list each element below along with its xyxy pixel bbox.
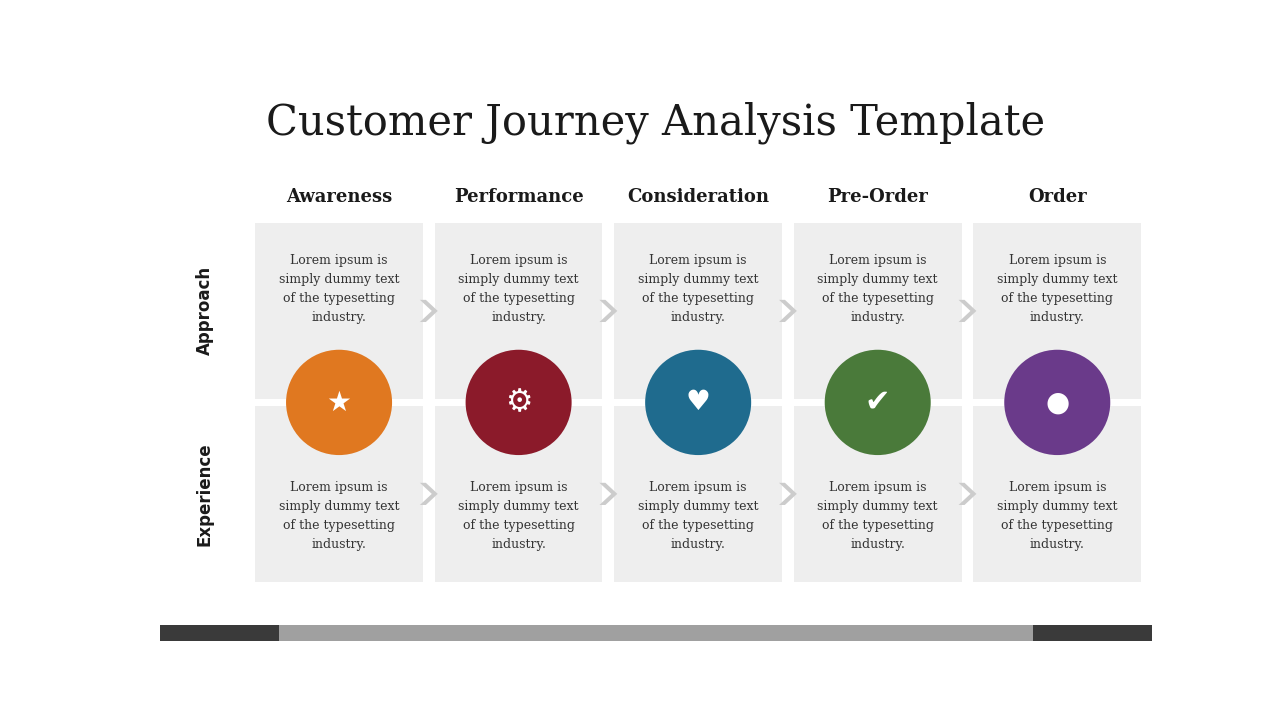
Polygon shape	[420, 483, 438, 505]
FancyBboxPatch shape	[435, 222, 603, 399]
FancyBboxPatch shape	[255, 406, 422, 582]
Polygon shape	[780, 483, 797, 505]
Text: Experience: Experience	[196, 442, 214, 546]
Ellipse shape	[466, 350, 572, 455]
Text: Order: Order	[1028, 188, 1087, 206]
Text: ★: ★	[326, 388, 352, 416]
Text: Customer Journey Analysis Template: Customer Journey Analysis Template	[266, 102, 1046, 144]
Text: Lorem ipsum is
simply dummy text
of the typesetting
industry.: Lorem ipsum is simply dummy text of the …	[997, 254, 1117, 324]
Text: Lorem ipsum is
simply dummy text
of the typesetting
industry.: Lorem ipsum is simply dummy text of the …	[279, 481, 399, 551]
FancyBboxPatch shape	[614, 222, 782, 399]
Text: Performance: Performance	[453, 188, 584, 206]
Polygon shape	[959, 483, 977, 505]
Text: Lorem ipsum is
simply dummy text
of the typesetting
industry.: Lorem ipsum is simply dummy text of the …	[818, 481, 938, 551]
FancyBboxPatch shape	[255, 222, 422, 399]
Bar	[1033, 625, 1152, 641]
FancyBboxPatch shape	[794, 222, 961, 399]
Ellipse shape	[285, 350, 392, 455]
Text: ✔: ✔	[865, 388, 891, 417]
Text: Lorem ipsum is
simply dummy text
of the typesetting
industry.: Lorem ipsum is simply dummy text of the …	[997, 481, 1117, 551]
Bar	[160, 625, 279, 641]
Text: Lorem ipsum is
simply dummy text
of the typesetting
industry.: Lorem ipsum is simply dummy text of the …	[279, 254, 399, 324]
Text: Lorem ipsum is
simply dummy text
of the typesetting
industry.: Lorem ipsum is simply dummy text of the …	[637, 254, 759, 324]
Polygon shape	[599, 483, 617, 505]
Ellipse shape	[824, 350, 931, 455]
Text: ●: ●	[1046, 388, 1069, 416]
Polygon shape	[599, 300, 617, 322]
Text: Lorem ipsum is
simply dummy text
of the typesetting
industry.: Lorem ipsum is simply dummy text of the …	[818, 254, 938, 324]
Text: Lorem ipsum is
simply dummy text
of the typesetting
industry.: Lorem ipsum is simply dummy text of the …	[458, 254, 579, 324]
Polygon shape	[780, 300, 797, 322]
Text: Consideration: Consideration	[627, 188, 769, 206]
Polygon shape	[959, 300, 977, 322]
Polygon shape	[420, 300, 438, 322]
FancyBboxPatch shape	[435, 406, 603, 582]
Text: ♥: ♥	[686, 388, 710, 416]
Ellipse shape	[645, 350, 751, 455]
FancyBboxPatch shape	[973, 222, 1140, 399]
Ellipse shape	[1005, 350, 1110, 455]
Text: Approach: Approach	[196, 266, 214, 356]
Text: Lorem ipsum is
simply dummy text
of the typesetting
industry.: Lorem ipsum is simply dummy text of the …	[458, 481, 579, 551]
Text: ⚙: ⚙	[504, 388, 532, 417]
FancyBboxPatch shape	[973, 406, 1140, 582]
Bar	[279, 625, 1033, 641]
Text: Pre-Order: Pre-Order	[827, 188, 928, 206]
Text: Awareness: Awareness	[285, 188, 392, 206]
Text: Lorem ipsum is
simply dummy text
of the typesetting
industry.: Lorem ipsum is simply dummy text of the …	[637, 481, 759, 551]
FancyBboxPatch shape	[614, 406, 782, 582]
FancyBboxPatch shape	[794, 406, 961, 582]
